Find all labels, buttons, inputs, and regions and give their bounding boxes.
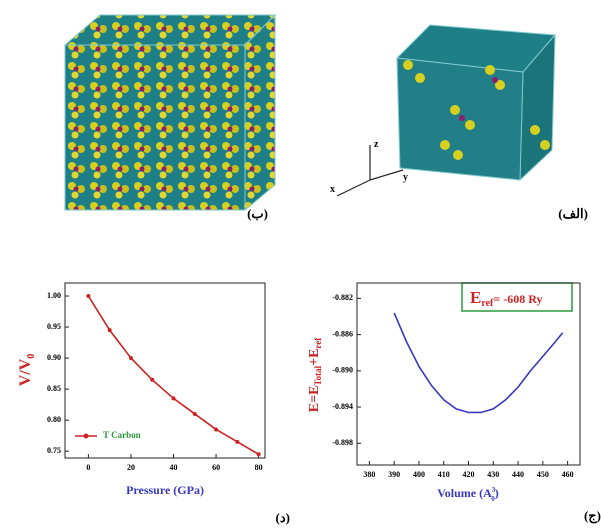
x-axis-label: Pressure (GPa) — [126, 483, 204, 497]
axis-x: x — [330, 184, 335, 195]
y-tick-label: 0.75 — [47, 446, 61, 455]
y-label-part: Total — [313, 365, 323, 385]
y-tick-label: 0.95 — [47, 322, 61, 331]
x-tick-label: 60 — [212, 463, 220, 472]
y-axis-label-sub: 0 — [26, 354, 37, 359]
x-tick-label: 390 — [388, 470, 400, 479]
data-point — [86, 294, 90, 298]
panel-label: (ج) — [584, 508, 601, 524]
y-tick-label: -0.882 — [332, 293, 353, 302]
annotation-sub: ref — [481, 298, 494, 309]
y-axis-label-main: V/V — [17, 358, 34, 386]
x-tick-label: 440 — [512, 470, 524, 479]
annotation-main: E — [470, 288, 481, 307]
axis-z: z — [374, 139, 379, 150]
annotation-rest: = -608 Ry — [493, 292, 542, 306]
data-point — [108, 328, 112, 332]
large-cell — [65, 15, 275, 210]
panel-label: (د) — [276, 510, 290, 525]
x-tick-label: 0 — [86, 463, 90, 472]
data-point — [214, 427, 218, 431]
x-tick-label: 400 — [413, 470, 425, 479]
y-tick-label: -0.886 — [332, 329, 353, 338]
y-tick-label: -0.898 — [332, 438, 353, 447]
x-tick-label: 20 — [127, 463, 135, 472]
x-label-part: ) — [495, 486, 499, 500]
x-tick-label: 420 — [463, 470, 475, 479]
x-tick-label: 430 — [487, 470, 499, 479]
y-tick-label: 0.80 — [47, 415, 61, 424]
legend-label: T Carbon — [103, 430, 141, 440]
panel-label: (ب) — [247, 206, 268, 221]
figure: z y x (ب) (الف) (د) (ج) V/V0 Pressure (G… — [0, 0, 601, 528]
data-point — [193, 412, 197, 416]
x-label-part: Volume (A — [437, 486, 492, 500]
y-tick-label: 0.90 — [47, 353, 61, 362]
y-tick-label: 0.85 — [47, 384, 61, 393]
axes-icon — [337, 145, 403, 196]
panel-label: (الف) — [558, 206, 588, 221]
data-point — [129, 356, 133, 360]
x-tick-label: 40 — [170, 463, 178, 472]
y-label-part: E=E — [307, 386, 322, 413]
legend-marker — [84, 434, 89, 439]
x-tick-label: 460 — [562, 470, 574, 479]
data-point — [235, 440, 239, 444]
small-cell — [397, 25, 555, 180]
data-point — [257, 452, 261, 456]
x-tick-label: 450 — [537, 470, 549, 479]
data-point — [150, 378, 154, 382]
x-tick-label: 380 — [363, 470, 375, 479]
y-axis-label: V/V0 — [17, 354, 37, 387]
data-point — [172, 396, 176, 400]
x-tick-label: 410 — [438, 470, 450, 479]
y-tick-label: 1.00 — [47, 291, 61, 300]
y-tick-label: -0.890 — [332, 366, 353, 375]
y-label-part: +E — [307, 349, 322, 366]
annotation: Eref= -608 Ry — [470, 288, 542, 309]
plot-frame — [65, 283, 265, 458]
y-tick-label: -0.894 — [332, 402, 353, 411]
y-label-part: ref — [313, 337, 323, 349]
series-line — [394, 313, 562, 413]
x-tick-label: 80 — [255, 463, 263, 472]
axis-y: y — [403, 172, 408, 183]
y-axis-label: E=ETotal+Eref — [307, 337, 323, 412]
